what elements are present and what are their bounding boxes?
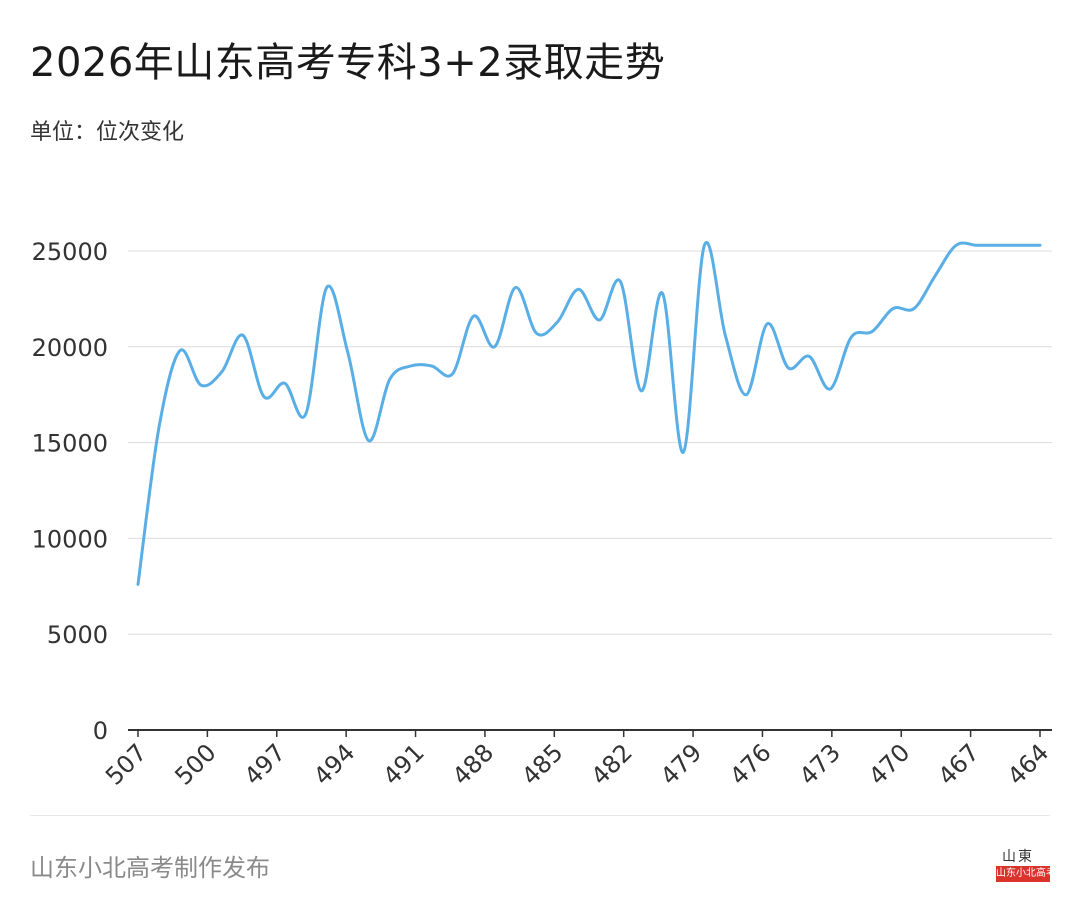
x-tick-label: 488 bbox=[447, 738, 499, 790]
x-tick-label: 491 bbox=[378, 738, 430, 790]
x-tick-label: 507 bbox=[100, 738, 152, 790]
x-tick-label: 470 bbox=[863, 738, 915, 790]
y-tick-label: 5000 bbox=[47, 621, 108, 649]
x-tick-label: 476 bbox=[725, 738, 777, 790]
x-tick-label: 500 bbox=[169, 738, 221, 790]
unit-label: 单位：位次变化 bbox=[30, 120, 185, 145]
chart-title: 2026年山东高考专科3+2录取走势 bbox=[30, 40, 666, 86]
logo-brush-text: 山東 bbox=[1002, 849, 1034, 865]
footer-credit: 山东小北高考制作发布 bbox=[30, 854, 270, 882]
x-tick-label: 467 bbox=[933, 738, 985, 790]
y-tick-label: 25000 bbox=[32, 238, 108, 266]
series-line bbox=[136, 240, 1042, 586]
grid-lines bbox=[128, 250, 1052, 635]
x-tick-label: 479 bbox=[655, 738, 707, 790]
y-axis-ticks: 0 5000 10000 15000 20000 25000 bbox=[32, 238, 108, 745]
x-tick-label: 473 bbox=[794, 738, 846, 790]
x-tick-label: 485 bbox=[516, 738, 568, 790]
brand-logo: 山東 山东小北高考 bbox=[996, 846, 1050, 882]
y-tick-label: 10000 bbox=[32, 525, 108, 553]
x-tick-label: 494 bbox=[308, 738, 360, 790]
footer-divider bbox=[30, 815, 1050, 816]
y-tick-label: 0 bbox=[93, 717, 108, 745]
y-tick-label: 15000 bbox=[32, 430, 108, 458]
y-tick-label: 20000 bbox=[32, 334, 108, 362]
x-tick-label: 464 bbox=[1002, 738, 1054, 790]
x-tick-label: 497 bbox=[239, 738, 291, 790]
series-layer bbox=[136, 240, 1042, 586]
logo-stamp: 山东小北高考 bbox=[996, 866, 1050, 882]
x-tick-label: 482 bbox=[586, 738, 638, 790]
x-axis: 507 500 497 494 491 488 485 482 479 476 473 470 467 4… bbox=[100, 729, 1054, 791]
